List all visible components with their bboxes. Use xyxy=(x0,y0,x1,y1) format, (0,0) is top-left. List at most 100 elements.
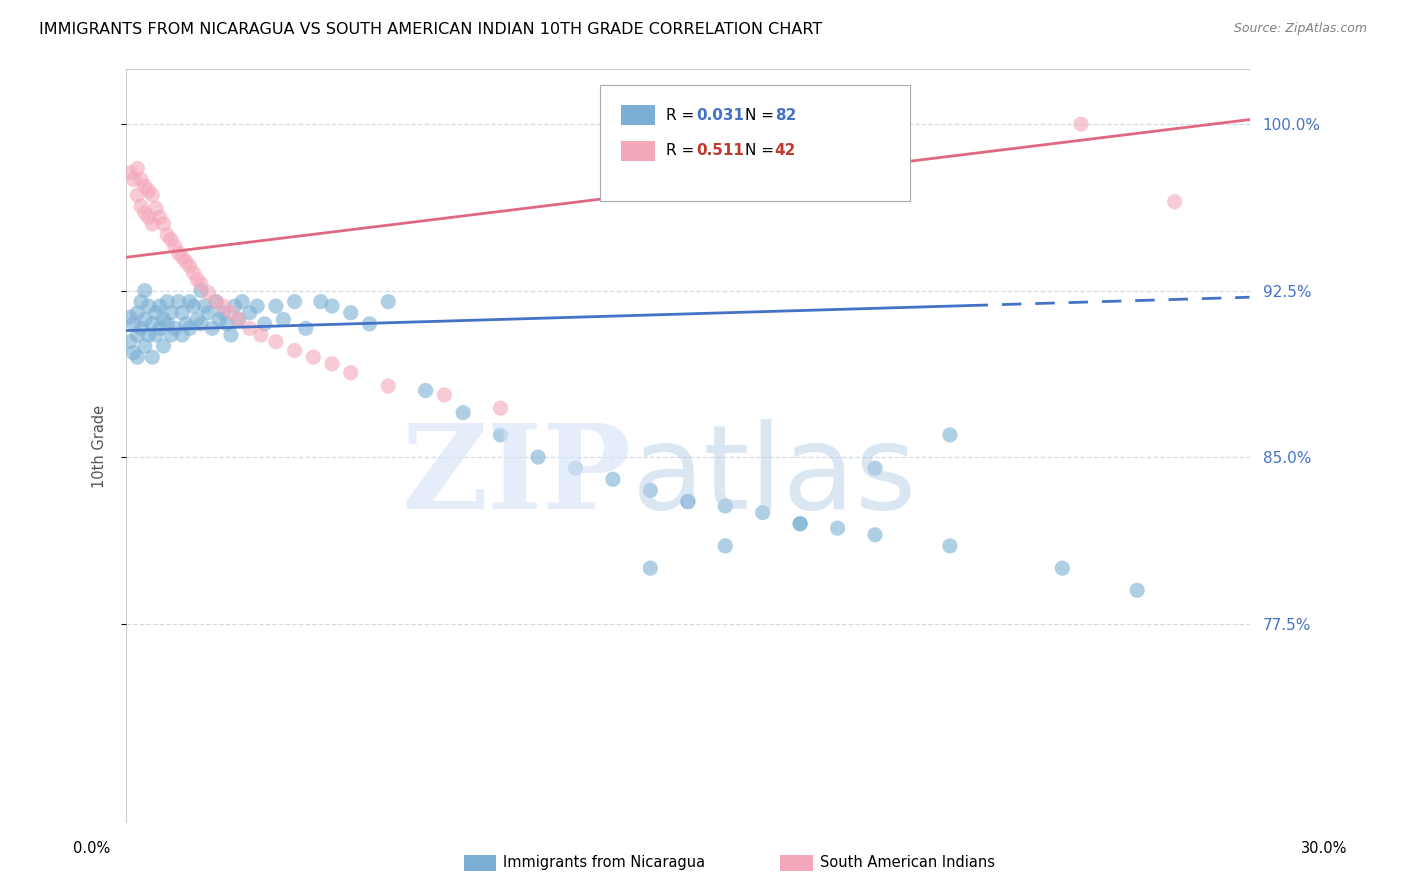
Point xyxy=(527,450,550,464)
Point xyxy=(1070,117,1092,131)
Point xyxy=(239,321,262,335)
Text: IMMIGRANTS FROM NICARAGUA VS SOUTH AMERICAN INDIAN 10TH GRADE CORRELATION CHART: IMMIGRANTS FROM NICARAGUA VS SOUTH AMERI… xyxy=(39,22,823,37)
Point xyxy=(302,350,325,364)
Point xyxy=(863,528,886,542)
Point xyxy=(134,312,156,326)
Point xyxy=(138,299,160,313)
Text: 30.0%: 30.0% xyxy=(1302,841,1347,856)
Point xyxy=(714,539,737,553)
Point xyxy=(339,306,361,320)
Point xyxy=(160,232,183,246)
Point xyxy=(122,345,145,359)
Point xyxy=(172,250,194,264)
Point xyxy=(134,339,156,353)
Text: 0.031: 0.031 xyxy=(696,108,744,122)
Point xyxy=(152,339,174,353)
Point xyxy=(194,299,217,313)
Point xyxy=(451,406,474,420)
Point xyxy=(205,294,228,309)
Point xyxy=(134,284,156,298)
Point xyxy=(228,312,250,326)
Point xyxy=(156,294,179,309)
Point xyxy=(321,299,343,313)
Point xyxy=(676,494,699,508)
Point xyxy=(602,472,624,486)
Point xyxy=(190,277,212,291)
Text: atlas: atlas xyxy=(631,418,917,533)
Point xyxy=(1052,561,1074,575)
Point xyxy=(145,202,167,216)
Point xyxy=(190,317,212,331)
Point xyxy=(134,206,156,220)
Point xyxy=(827,521,849,535)
Point xyxy=(163,239,186,253)
Point xyxy=(172,328,194,343)
Point xyxy=(118,334,141,349)
Point xyxy=(163,321,186,335)
Point xyxy=(1163,194,1185,209)
Point xyxy=(208,312,231,326)
Point xyxy=(141,350,163,364)
Point xyxy=(789,516,811,531)
Point xyxy=(751,506,773,520)
Point xyxy=(138,211,160,225)
Point xyxy=(201,321,224,335)
Point xyxy=(160,306,183,320)
Point xyxy=(172,306,194,320)
Point xyxy=(149,211,172,225)
Point xyxy=(489,401,512,416)
Point xyxy=(1126,583,1149,598)
Point xyxy=(250,328,273,343)
Point xyxy=(149,321,172,335)
Point xyxy=(231,294,253,309)
Text: ZIP: ZIP xyxy=(402,418,631,533)
Point xyxy=(640,483,662,498)
Point xyxy=(246,299,269,313)
Text: R =: R = xyxy=(666,144,700,158)
Point xyxy=(134,179,156,194)
Text: 42: 42 xyxy=(775,144,796,158)
Point xyxy=(789,516,811,531)
Point xyxy=(264,299,287,313)
Point xyxy=(190,284,212,298)
Point xyxy=(273,312,295,326)
Point xyxy=(377,379,399,393)
Point xyxy=(212,306,235,320)
Point xyxy=(145,328,167,343)
Text: South American Indians: South American Indians xyxy=(820,855,994,870)
Point xyxy=(129,199,152,213)
Point xyxy=(174,317,197,331)
Text: 82: 82 xyxy=(775,108,796,122)
Point xyxy=(714,499,737,513)
Point xyxy=(127,161,149,176)
Point xyxy=(160,328,183,343)
Point xyxy=(415,384,437,398)
Point xyxy=(489,428,512,442)
Point xyxy=(167,245,190,260)
Point xyxy=(149,299,172,313)
Point xyxy=(863,461,886,475)
Point xyxy=(145,306,167,320)
Point xyxy=(174,254,197,268)
Point xyxy=(183,266,205,280)
Point xyxy=(359,317,381,331)
Text: R =: R = xyxy=(666,108,700,122)
Point xyxy=(564,461,586,475)
Point xyxy=(183,299,205,313)
Point xyxy=(309,294,332,309)
Point xyxy=(339,366,361,380)
Point xyxy=(127,350,149,364)
Point xyxy=(122,172,145,186)
Point xyxy=(217,317,239,331)
Point xyxy=(284,294,307,309)
Point xyxy=(127,306,149,320)
Point xyxy=(212,299,235,313)
Point xyxy=(219,328,242,343)
Point xyxy=(205,294,228,309)
Point xyxy=(939,428,962,442)
Point xyxy=(179,259,201,273)
Point xyxy=(141,188,163,202)
Point xyxy=(127,328,149,343)
Point xyxy=(219,306,242,320)
Point xyxy=(197,306,219,320)
